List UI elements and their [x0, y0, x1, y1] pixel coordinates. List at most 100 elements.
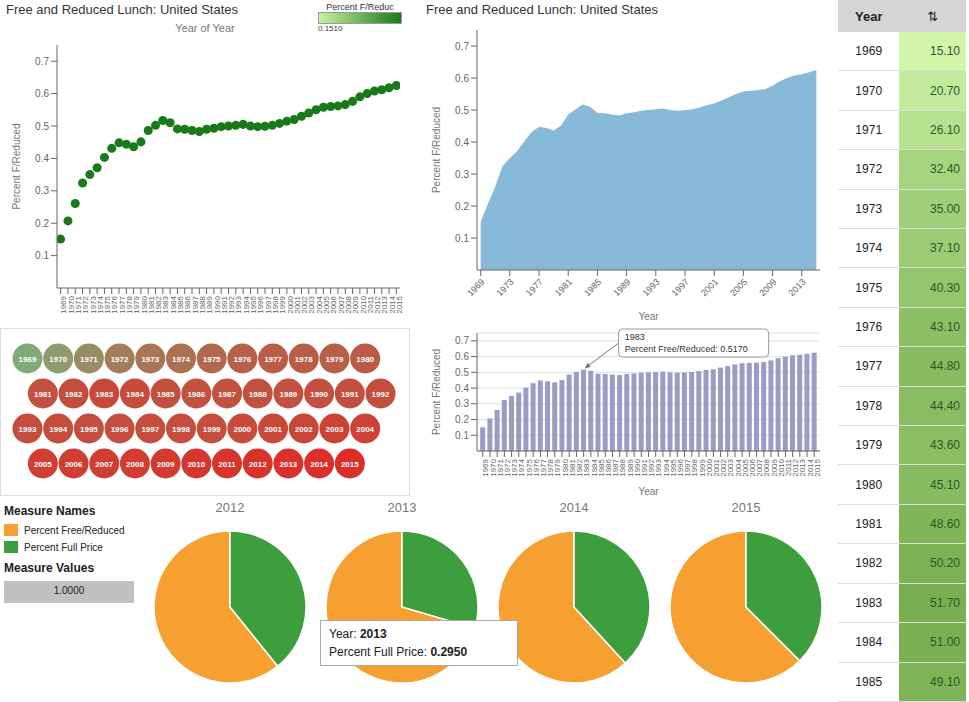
svg-text:1985: 1985 — [157, 390, 175, 399]
svg-text:2015: 2015 — [341, 460, 359, 469]
html-text:1970: 1970 — [855, 83, 883, 98]
html-text:15.10: 15.10 — [930, 44, 960, 59]
svg-text:1999: 1999 — [203, 425, 221, 434]
svg-text:0.7: 0.7 — [35, 56, 49, 67]
html-text:32.40: 32.40 — [930, 162, 960, 177]
svg-text:2009: 2009 — [157, 460, 175, 469]
svg-text:0.4: 0.4 — [35, 153, 49, 164]
svg-text:1994: 1994 — [49, 425, 67, 434]
svg-text:2012: 2012 — [249, 460, 267, 469]
svg-text:1975: 1975 — [203, 355, 221, 364]
svg-text:1985: 1985 — [582, 277, 603, 298]
svg-text:0.5: 0.5 — [455, 367, 469, 378]
html-text:Free and Reduced Lunch: United: Free and Reduced Lunch: United States — [6, 2, 238, 17]
svg-text:2009: 2009 — [757, 277, 778, 298]
svg-text:1969: 1969 — [465, 277, 486, 298]
svg-text:1989: 1989 — [611, 277, 632, 298]
svg-text:1970: 1970 — [49, 355, 67, 364]
svg-text:2001: 2001 — [699, 277, 720, 298]
svg-text:0.3: 0.3 — [35, 185, 49, 196]
svg-text:Percent F/Reduced: Percent F/Reduced — [11, 123, 22, 209]
svg-text:0.2: 0.2 — [35, 218, 49, 229]
svg-text:1993: 1993 — [640, 277, 661, 298]
svg-text:1988: 1988 — [249, 390, 267, 399]
svg-text:2015: 2015 — [813, 458, 822, 476]
html-text:1969: 1969 — [855, 44, 883, 59]
svg-text:1997: 1997 — [141, 425, 159, 434]
svg-text:1969: 1969 — [19, 355, 37, 364]
svg-text:1992: 1992 — [372, 390, 390, 399]
svg-text:2015: 2015 — [395, 295, 404, 313]
svg-text:1978: 1978 — [295, 355, 313, 364]
svg-text:1990: 1990 — [310, 390, 328, 399]
svg-text:1993: 1993 — [19, 425, 37, 434]
svg-text:0.5: 0.5 — [455, 105, 469, 116]
svg-text:1986: 1986 — [187, 390, 205, 399]
svg-text:1996: 1996 — [111, 425, 129, 434]
svg-text:Percent F/Reduced: Percent F/Reduced — [431, 107, 442, 193]
svg-text:1976: 1976 — [233, 355, 251, 364]
svg-text:0.1: 0.1 — [455, 430, 469, 441]
svg-text:Percent Free/Reduced: 0.5170: Percent Free/Reduced: 0.5170 — [625, 344, 748, 354]
svg-text:1972: 1972 — [111, 355, 129, 364]
svg-text:2003: 2003 — [326, 425, 344, 434]
svg-text:0.1: 0.1 — [35, 250, 49, 261]
svg-text:0.7: 0.7 — [455, 41, 469, 52]
svg-text:1981: 1981 — [553, 277, 574, 298]
svg-text:0.5: 0.5 — [35, 121, 49, 132]
html-text:Year: Year — [855, 8, 883, 24]
html-text:Free and Reduced Lunch: United: Free and Reduced Lunch: United States — [426, 2, 658, 17]
svg-text:2004: 2004 — [356, 425, 374, 434]
svg-text:1998: 1998 — [172, 425, 190, 434]
svg-text:1997: 1997 — [670, 277, 691, 298]
html-text:1972: 1972 — [855, 162, 883, 177]
svg-text:Year: Year — [638, 311, 659, 322]
svg-text:1987: 1987 — [218, 390, 236, 399]
svg-text:1973: 1973 — [495, 277, 516, 298]
html-text:35.00: 35.00 — [930, 201, 960, 216]
svg-text:0.1: 0.1 — [455, 233, 469, 244]
svg-text:1995: 1995 — [80, 425, 98, 434]
svg-text:1989: 1989 — [280, 390, 298, 399]
svg-text:2005: 2005 — [34, 460, 52, 469]
svg-text:2011: 2011 — [218, 460, 236, 469]
svg-text:0.4: 0.4 — [455, 137, 469, 148]
svg-text:2013: 2013 — [786, 277, 807, 298]
svg-text:2008: 2008 — [126, 460, 144, 469]
svg-text:2007: 2007 — [95, 460, 113, 469]
svg-text:0.2: 0.2 — [455, 201, 469, 212]
svg-text:0.4: 0.4 — [455, 383, 469, 394]
html-text:20.70: 20.70 — [930, 83, 960, 98]
svg-text:1981: 1981 — [34, 390, 52, 399]
svg-text:0.3: 0.3 — [455, 398, 469, 409]
svg-text:1991: 1991 — [341, 390, 359, 399]
svg-text:1974: 1974 — [172, 355, 190, 364]
svg-text:1983: 1983 — [95, 390, 113, 399]
svg-text:2013: 2013 — [280, 460, 298, 469]
svg-text:Percent F/Reduced: Percent F/Reduced — [431, 349, 442, 435]
svg-text:0.6: 0.6 — [455, 351, 469, 362]
svg-text:1982: 1982 — [65, 390, 83, 399]
svg-text:2006: 2006 — [65, 460, 83, 469]
svg-text:1971: 1971 — [80, 355, 98, 364]
svg-text:1977: 1977 — [524, 277, 545, 298]
svg-text:0.2: 0.2 — [455, 414, 469, 425]
svg-text:1973: 1973 — [141, 355, 159, 364]
svg-text:1979: 1979 — [326, 355, 344, 364]
svg-text:0.3: 0.3 — [455, 169, 469, 180]
svg-text:0.6: 0.6 — [455, 73, 469, 84]
svg-text:2005: 2005 — [728, 277, 749, 298]
svg-text:2010: 2010 — [187, 460, 205, 469]
svg-text:2001: 2001 — [264, 425, 282, 434]
svg-text:1983: 1983 — [625, 332, 645, 342]
svg-text:Year: Year — [638, 486, 659, 497]
svg-text:0.7: 0.7 — [455, 335, 469, 346]
svg-text:1984: 1984 — [126, 390, 144, 399]
svg-text:0.6: 0.6 — [35, 88, 49, 99]
svg-text:1980: 1980 — [356, 355, 374, 364]
svg-text:1977: 1977 — [264, 355, 282, 364]
svg-text:2014: 2014 — [310, 460, 328, 469]
svg-text:2000: 2000 — [233, 425, 251, 434]
html-text:1973: 1973 — [855, 201, 883, 216]
svg-text:2002: 2002 — [295, 425, 313, 434]
